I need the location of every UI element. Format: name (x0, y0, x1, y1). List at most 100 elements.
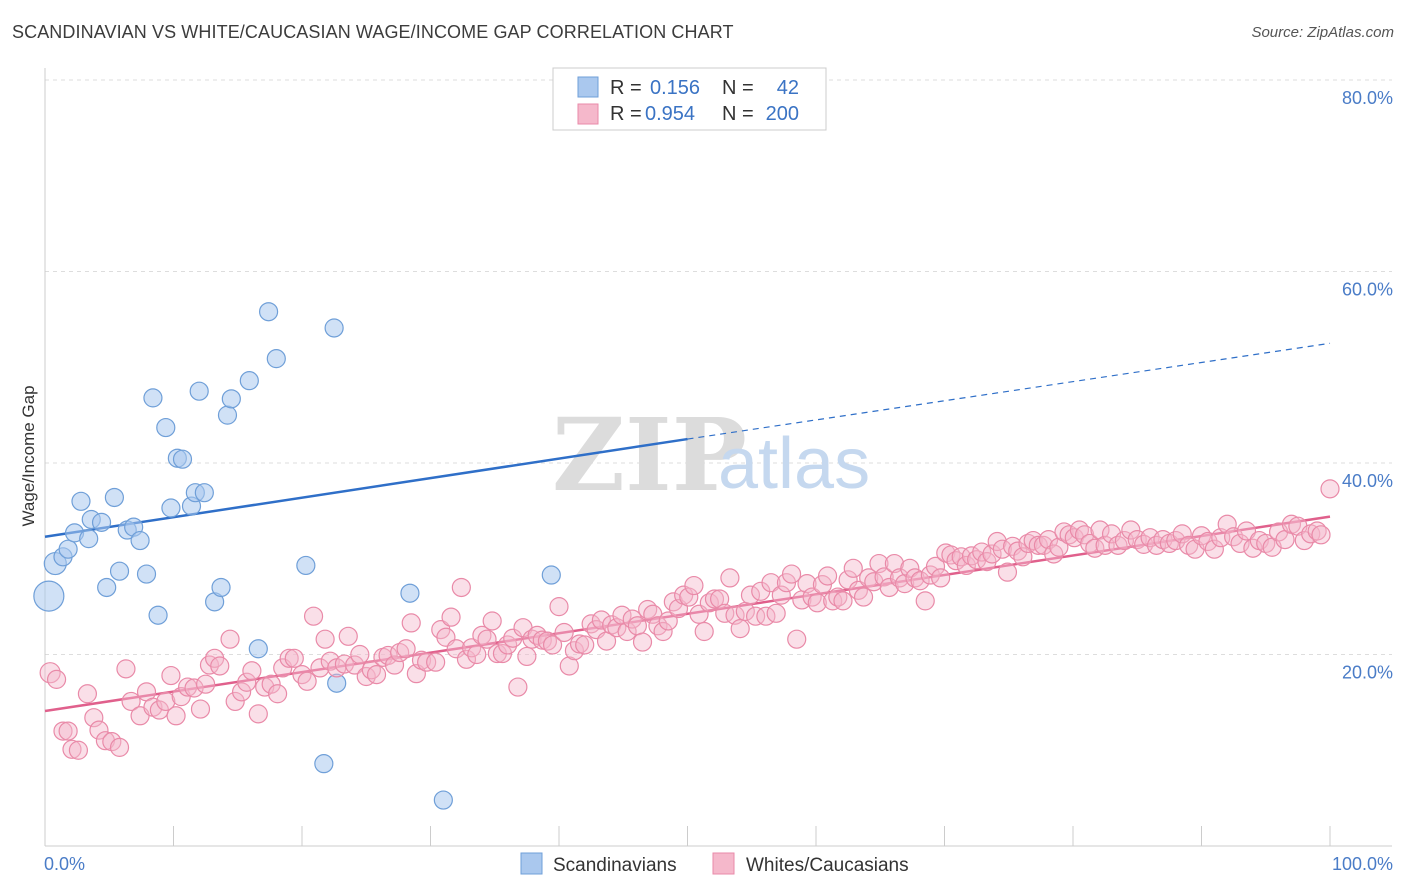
whites-caucasians-point (284, 648, 304, 668)
whites-caucasians-point (761, 573, 781, 593)
whites-caucasians-point (338, 626, 358, 646)
x-tick-label: 100.0% (1332, 854, 1393, 874)
whites-caucasians-point (591, 610, 612, 630)
scandinavians-point (194, 483, 214, 503)
scandinavians-point (79, 529, 99, 549)
whites-caucasians-point (740, 585, 761, 605)
whites-caucasians-point (467, 644, 487, 665)
scandinavians-point (296, 555, 316, 576)
y-axis-label: Wage/Income Gap (19, 385, 38, 526)
whites-caucasians-point (843, 558, 863, 578)
legend-r-label-2: R = (610, 103, 642, 125)
legend-swatch-pink (577, 103, 599, 125)
scandinavians-point (433, 790, 453, 810)
whites-caucasians-point (1243, 538, 1263, 558)
scandinavians-point (136, 564, 157, 584)
whites-caucasians-point (161, 665, 181, 686)
bottom-legend-label-whites: Whites/Caucasians (746, 855, 909, 876)
whites-caucasians-point (58, 721, 78, 741)
scandinavians-point (58, 539, 78, 559)
gridlines (45, 79, 1392, 655)
scandinavians-points (33, 83, 612, 810)
whites-caucasians-point (166, 706, 186, 726)
whites-caucasians-point (1049, 537, 1069, 557)
whites-caucasians-point (879, 577, 899, 598)
whites-caucasians-point (542, 635, 563, 655)
whites-caucasians-point (62, 739, 82, 759)
whites-caucasians-point (956, 555, 976, 576)
legend-r-label-1: R = (610, 77, 642, 99)
y-tick-labels: 20.0% 40.0% 60.0% 80.0% (1342, 88, 1393, 683)
whites-caucasians-point (77, 684, 98, 704)
whites-caucasians-point (895, 574, 915, 594)
scandinavians-point (172, 449, 193, 469)
whites-caucasians-point (617, 621, 637, 642)
whites-caucasians-point (946, 551, 966, 571)
whites-caucasians-point (267, 684, 288, 704)
whites-caucasians-point (575, 635, 595, 655)
whites-caucasians-point (1054, 522, 1074, 542)
whites-caucasians-point (1217, 514, 1237, 534)
whites-caucasians-point (446, 639, 466, 659)
whites-caucasians-point (303, 606, 324, 626)
whites-caucasians-point (632, 632, 653, 652)
whites-caucasians-point (366, 665, 387, 685)
whites-caucasians-point (694, 621, 714, 642)
y-tick-label: 60.0% (1342, 280, 1393, 300)
whites-caucasians-point (451, 577, 471, 598)
whites-caucasians-point (1320, 479, 1340, 499)
whites-caucasians-point (982, 544, 1002, 564)
whites-caucasians-point (1230, 533, 1250, 554)
bottom-legend-label-scandinavians: Scandinavians (553, 855, 677, 876)
whites-caucasians-point (802, 587, 822, 607)
bottom-legend-swatch-blue (520, 852, 543, 875)
whites-caucasians-point (68, 740, 89, 760)
whites-caucasians-point (1198, 531, 1218, 552)
whites-caucasians-point (781, 564, 802, 584)
scandinavians-point (314, 754, 334, 774)
whites-caucasians-point (607, 618, 627, 638)
scandinavians-point (211, 577, 231, 598)
whites-caucasians-point (658, 611, 678, 631)
whites-caucasians-point (482, 611, 502, 631)
whites-caucasians-points (39, 479, 1340, 760)
whites-caucasians-point (710, 589, 730, 609)
whites-caucasians-point (915, 591, 935, 611)
whites-caucasians-point (997, 562, 1018, 582)
bottom-legend-swatch-pink (712, 852, 735, 875)
scandinavians-point (248, 639, 268, 659)
whites-caucasians-point (746, 606, 766, 626)
whites-caucasians-point (190, 699, 211, 719)
scandinavians-point (400, 583, 420, 603)
whites-caucasians-point (522, 629, 542, 649)
scandinavians-point (97, 577, 117, 598)
scandinavians-point (239, 371, 259, 391)
whites-caucasians-trend-line (44, 515, 1331, 713)
whites-caucasians-point (1172, 524, 1192, 544)
whites-caucasians-point (89, 720, 109, 740)
whites-caucasians-point (1008, 541, 1028, 561)
whites-caucasians-point (477, 629, 497, 649)
scandinavians-point (91, 512, 112, 532)
whites-caucasians-point (384, 655, 405, 675)
whites-caucasians-point (704, 589, 725, 609)
whites-caucasians-point (109, 737, 130, 757)
scandinavians-point (130, 530, 150, 551)
whites-caucasians-point (225, 691, 245, 712)
x-tick-label: 0.0% (44, 854, 85, 874)
whites-caucasians-point (184, 678, 204, 698)
whites-caucasians-point (838, 570, 858, 590)
whites-caucasians-point (833, 591, 853, 611)
whites-caucasians-point (889, 568, 910, 588)
y-tick-label: 20.0% (1342, 663, 1393, 683)
legend-r-value-2: 0.954 (645, 103, 695, 125)
whites-caucasians-point (653, 621, 673, 642)
whites-caucasians-point (1090, 520, 1110, 540)
whites-caucasians-point (823, 591, 843, 611)
whites-caucasians-point (859, 568, 879, 588)
bottom-legend: Scandinavians Whites/Caucasians (520, 852, 909, 876)
whites-caucasians-point (679, 587, 699, 607)
whites-caucasians-point (699, 593, 719, 613)
whites-caucasians-point (766, 603, 786, 623)
y-tick-label: 80.0% (1342, 88, 1393, 108)
